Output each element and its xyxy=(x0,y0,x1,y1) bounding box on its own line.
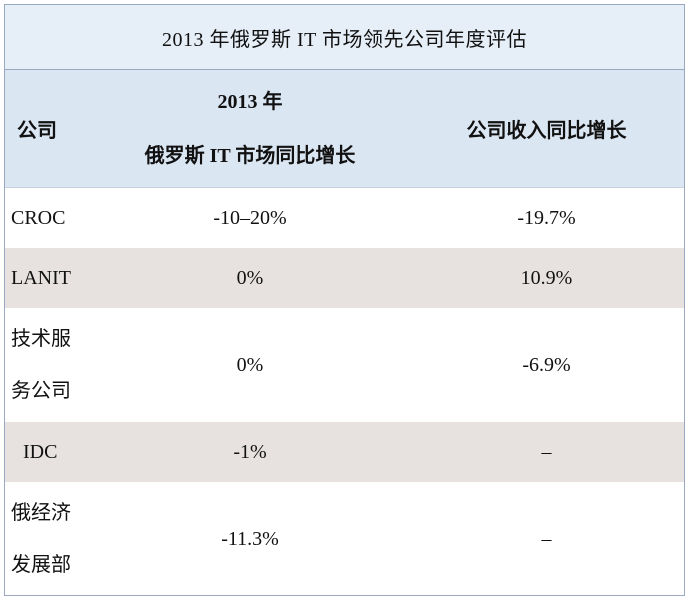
company-name-line2: 务公司 xyxy=(11,380,71,402)
header-company: 公司 xyxy=(17,120,57,142)
header-market-growth-line2: 俄罗斯 IT 市场同比增长 xyxy=(144,144,356,167)
company-cell: 俄经济 发展部 xyxy=(5,482,91,596)
company-name-line2: 发展部 xyxy=(11,554,71,576)
data-table: 2013 年俄罗斯 IT 市场领先公司年度评估 公司 2013 年 俄罗斯 IT… xyxy=(4,4,685,596)
company-cell: LANIT xyxy=(5,248,91,308)
company-name-line1: 俄经济 xyxy=(11,502,71,524)
company-name: LANIT xyxy=(11,267,71,289)
header-row: 公司 2013 年 俄罗斯 IT 市场同比增长 公司收入同比增长 xyxy=(5,70,684,188)
company-name: IDC xyxy=(23,441,58,463)
header-market-growth-line1: 2013 年 xyxy=(217,90,283,113)
revenue-growth-cell: – xyxy=(541,527,552,550)
market-growth-cell: -1% xyxy=(233,440,267,463)
revenue-growth-cell: -6.9% xyxy=(522,353,571,376)
company-name-line1: 技术服 xyxy=(11,328,71,350)
company-cell: 技术服 务公司 xyxy=(5,308,91,422)
company-cell: CROC xyxy=(5,188,91,248)
table-title: 2013 年俄罗斯 IT 市场领先公司年度评估 xyxy=(5,5,684,70)
market-growth-cell: 0% xyxy=(236,353,264,376)
revenue-growth-cell: – xyxy=(541,440,552,463)
revenue-growth-cell: 10.9% xyxy=(520,266,573,289)
company-cell: IDC xyxy=(5,422,91,482)
revenue-growth-cell: -19.7% xyxy=(517,206,576,229)
header-revenue-growth: 公司收入同比增长 xyxy=(466,120,627,142)
table-row: IDC -1% – xyxy=(5,422,684,482)
table-row: LANIT 0% 10.9% xyxy=(5,248,684,308)
market-growth-cell: 0% xyxy=(236,266,264,289)
company-name: CROC xyxy=(11,207,66,229)
header-market-growth: 2013 年 俄罗斯 IT 市场同比增长 xyxy=(91,70,409,187)
table-row: 技术服 务公司 0% -6.9% xyxy=(5,308,684,422)
table-row: 俄经济 发展部 -11.3% – xyxy=(5,482,684,596)
table-row: CROC -10–20% -19.7% xyxy=(5,188,684,248)
market-growth-cell: -10–20% xyxy=(213,206,287,229)
market-growth-cell: -11.3% xyxy=(221,527,279,550)
